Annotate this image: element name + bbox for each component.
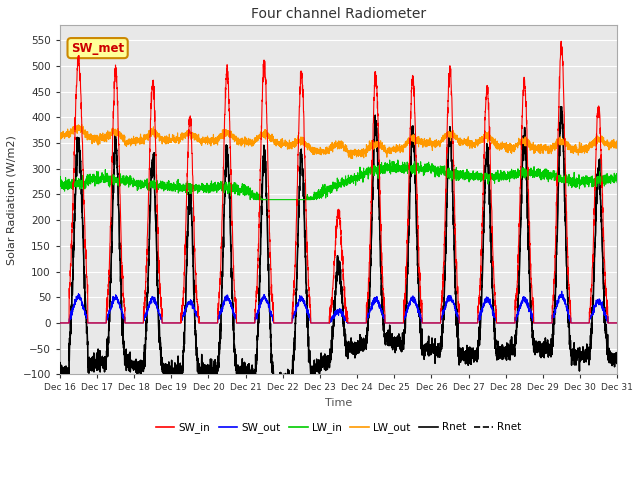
Y-axis label: Solar Radiation (W/m2): Solar Radiation (W/m2) xyxy=(7,135,17,264)
Title: Four channel Radiometer: Four channel Radiometer xyxy=(251,7,426,21)
Legend: SW_in, SW_out, LW_in, LW_out, Rnet, Rnet: SW_in, SW_out, LW_in, LW_out, Rnet, Rnet xyxy=(152,418,525,437)
X-axis label: Time: Time xyxy=(325,398,352,408)
Text: SW_met: SW_met xyxy=(71,42,124,55)
